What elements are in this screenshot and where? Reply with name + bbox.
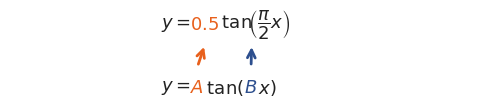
Text: $A$: $A$ [190,78,205,96]
Text: $y = $: $y = $ [161,78,190,96]
Text: $0.5$: $0.5$ [190,16,220,34]
Text: $\,\mathrm{tan}($: $\,\mathrm{tan}($ [205,78,244,97]
Text: $y = $: $y = $ [161,16,190,34]
Text: $B$: $B$ [244,78,258,96]
Text: $x)$: $x)$ [258,78,276,97]
Text: $\,\mathrm{tan}\!\left(\dfrac{\pi}{2}x\right)$: $\,\mathrm{tan}\!\left(\dfrac{\pi}{2}x\r… [220,8,291,41]
